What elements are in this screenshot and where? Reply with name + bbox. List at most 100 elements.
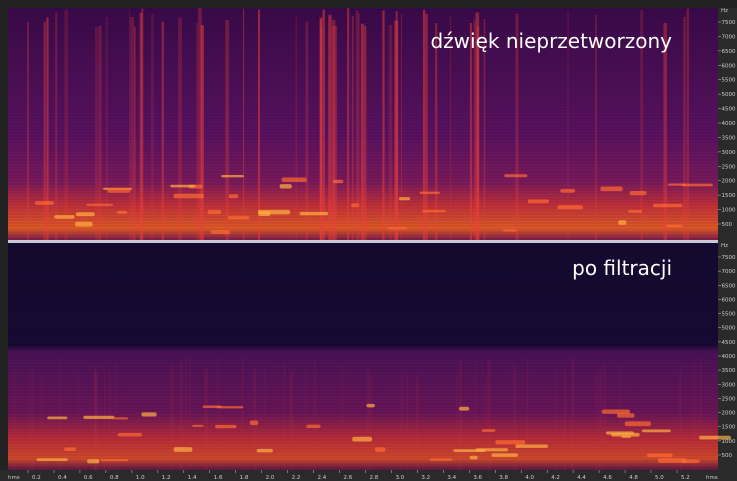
energy-streak [474,361,478,470]
time-tick-label: 1.0 [136,475,145,481]
formant-blob [422,210,446,212]
energy-streak [554,370,557,470]
energy-streak [27,22,28,240]
energy-streak [291,368,293,470]
formant-blob [221,175,244,177]
energy-streak [95,27,97,240]
formant-blob [352,437,372,442]
energy-streak [564,370,566,470]
time-tick-label: 4.0 [525,475,534,481]
frequency-tick-label: 5500 [722,312,736,318]
energy-streak [284,363,286,470]
energy-streak [31,371,34,470]
frequency-tick-label: 500 [722,222,733,228]
energy-streak [243,9,244,240]
time-tick-label: 0.2 [32,475,41,481]
energy-streak [306,21,309,240]
frequency-tick-label: 7500 [722,20,736,26]
frequency-tick-label: 3000 [722,150,736,156]
time-tick-label: 0.6 [84,475,93,481]
time-tick-label: 4.8 [629,475,638,481]
energy-streak [78,372,80,470]
formant-blob [83,416,114,419]
frequency-tick-label: 1000 [722,439,736,445]
energy-streak [140,13,143,240]
energy-streak [594,372,598,470]
energy-streak [98,26,101,240]
energy-streak [347,8,349,240]
time-tick-label: 3.0 [395,475,404,481]
energy-streak [459,360,462,470]
energy-streak [696,373,697,470]
energy-streak [218,357,222,470]
energy-streak [507,359,508,470]
time-tick-label: 1.8 [240,475,249,481]
frequency-tick-label: 5500 [722,78,736,84]
time-tick-label: 4.2 [551,475,560,481]
energy-streak [40,376,43,470]
energy-streak [342,370,345,470]
energy-streak [328,15,331,240]
energy-streak [258,10,260,240]
formant-blob [375,447,386,452]
formant-blob [280,184,292,188]
energy-streak [389,25,392,240]
energy-streak [109,369,111,470]
formant-blob [647,453,673,457]
energy-streak [253,368,256,470]
formant-blob [625,421,651,426]
energy-streak [477,26,479,240]
formant-blob [366,404,374,407]
frequency-tick-label: 7500 [722,255,736,261]
formant-blob [388,227,408,229]
formant-blob [482,429,496,432]
energy-streak [313,360,317,470]
time-tick-label: 4.6 [603,475,612,481]
energy-streak [401,372,404,470]
formant-blob [208,210,222,214]
formant-blob [87,459,99,463]
energy-streak [602,365,606,470]
formant-blob [37,458,68,461]
energy-streak [401,14,402,240]
formant-blob [64,447,76,451]
formant-blob [628,210,642,213]
energy-streak [382,10,384,240]
time-tick-label: 5.0 [655,475,664,481]
formant-blob [560,189,575,193]
energy-streak [250,370,251,470]
formant-blob [491,453,517,456]
formant-blob [602,410,630,414]
time-tick-label: 1.4 [188,475,197,481]
energy-streak [55,13,57,240]
formant-blob [459,407,469,411]
energy-streak [456,375,457,470]
formant-blob [430,458,453,460]
frequency-tick-label: 4500 [722,107,736,113]
time-tick-label: 1.6 [214,475,223,481]
formant-blob [258,210,290,214]
formant-blob [75,222,92,227]
frequency-tick-label: 7000 [722,269,736,275]
time-tick-label: 3.6 [473,475,482,481]
frequency-tick-label: 7000 [722,34,736,40]
energy-streak [416,375,419,470]
energy-streak [60,358,61,470]
energy-streak [278,367,279,470]
energy-streak [683,17,685,240]
frequency-tick-label: 2000 [722,179,736,185]
formant-blob [618,220,626,225]
energy-streak [162,22,164,240]
energy-streak [364,26,366,240]
time-tick-label: 0.8 [110,475,119,481]
formant-blob [47,416,67,419]
energy-streak [571,358,574,470]
energy-streak [485,372,487,470]
formant-blob [174,194,204,199]
energy-streak [196,23,198,240]
time-tick-label: 2.8 [369,475,378,481]
formant-blob [681,460,699,464]
formant-blob [116,211,127,214]
formant-blob [503,229,517,231]
energy-streak [198,8,202,240]
